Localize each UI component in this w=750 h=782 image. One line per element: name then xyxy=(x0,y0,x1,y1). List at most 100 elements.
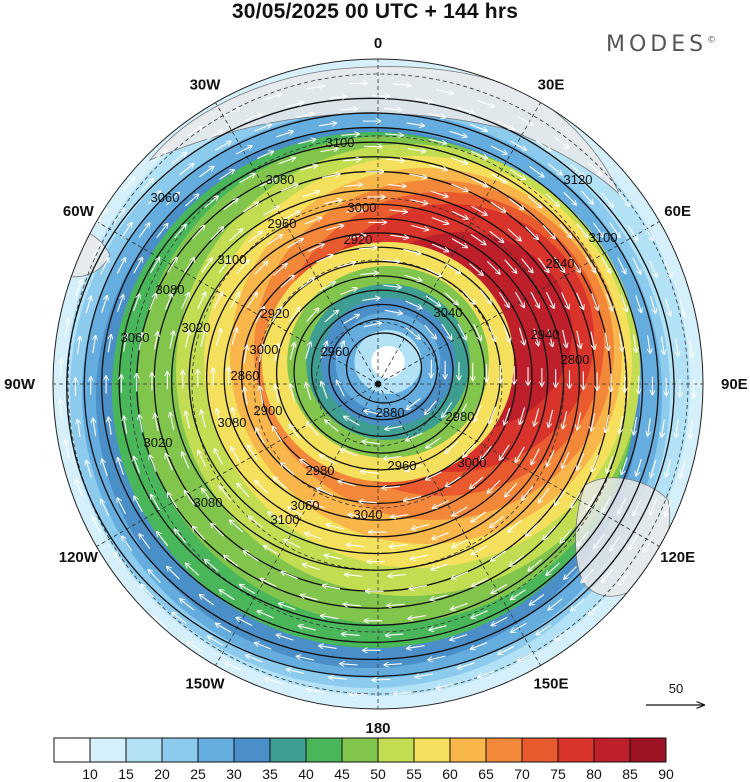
contour-label: 2920 xyxy=(261,306,290,321)
wind-vector xyxy=(384,664,402,665)
contour-label-text: 3020 xyxy=(182,320,211,335)
wind-vector xyxy=(504,407,511,425)
wind-vector xyxy=(174,224,186,239)
height-contour xyxy=(345,332,423,404)
wind-vector xyxy=(451,210,468,219)
wind-vector xyxy=(179,164,194,176)
wind-vector xyxy=(231,447,241,463)
wind-vector xyxy=(429,164,447,170)
wind-vector xyxy=(592,454,599,472)
wind-vector xyxy=(425,400,437,415)
meridian-line xyxy=(377,383,541,666)
longitude-label: 90W xyxy=(4,376,36,393)
wind-vector xyxy=(300,459,315,471)
wind-vector xyxy=(605,293,612,311)
wind-vector xyxy=(628,534,639,550)
wind-vector xyxy=(346,545,365,547)
wind-vector xyxy=(577,531,589,546)
wind-vector xyxy=(386,159,405,161)
wind-vector xyxy=(383,109,402,110)
wind-vector xyxy=(436,683,454,688)
wind-vector xyxy=(382,486,400,488)
wind-vector xyxy=(545,193,559,206)
contour-label: 3000 xyxy=(458,455,487,470)
brand-name: MODES xyxy=(606,32,708,57)
wind-vector xyxy=(123,334,127,352)
wind-vector xyxy=(408,615,426,619)
wind-vector xyxy=(470,476,484,489)
wind-vector xyxy=(499,444,510,460)
wind-vector xyxy=(471,205,488,215)
colorbar-tick-label: 55 xyxy=(406,766,422,782)
contour-label-text: 2960 xyxy=(321,344,350,359)
wind-vector xyxy=(244,345,247,364)
wind-vector xyxy=(328,96,347,98)
wind-vector xyxy=(486,261,500,274)
wind-vector xyxy=(563,411,568,429)
wind-vector xyxy=(531,448,540,465)
wind-vector xyxy=(621,457,628,475)
colorbar-swatch xyxy=(161,737,199,763)
wind-vector xyxy=(432,500,449,508)
wind-vector xyxy=(236,260,249,274)
wind-vector xyxy=(515,446,525,463)
wind-vector xyxy=(305,342,311,360)
wind-vector xyxy=(155,414,159,432)
wind-vector xyxy=(118,458,124,475)
wind-vector xyxy=(451,571,469,579)
wind-vector xyxy=(318,123,337,126)
wind-vector xyxy=(471,511,487,522)
wind-vector xyxy=(536,624,552,635)
wind-vector xyxy=(537,257,549,273)
contour-label: 3040 xyxy=(354,507,383,522)
wind-vector xyxy=(133,456,141,474)
meridian-line xyxy=(96,221,379,385)
wind-vector xyxy=(232,407,238,425)
wind-vector xyxy=(138,333,142,351)
wind-vector xyxy=(591,293,599,310)
contour-label: 3080 xyxy=(156,282,185,297)
wind-vector xyxy=(113,209,125,224)
contour-label: 3120 xyxy=(564,172,593,187)
map-boundary xyxy=(52,58,704,710)
wind-vector xyxy=(341,634,360,635)
wind-vector xyxy=(385,634,404,635)
wind-vector xyxy=(457,662,475,669)
wind-vector xyxy=(488,324,496,342)
wind-vector xyxy=(132,294,139,312)
contour-label: 2940 xyxy=(531,327,560,342)
wind-vector xyxy=(562,329,567,348)
wind-vector xyxy=(346,210,364,212)
wind-vector xyxy=(283,211,300,220)
wind-vector xyxy=(617,257,626,274)
wind-vector xyxy=(511,622,527,632)
contour-label-text: 3000 xyxy=(348,200,377,215)
wind-vector xyxy=(680,460,686,478)
contour-label: 3100 xyxy=(218,252,247,267)
wind-vector xyxy=(307,244,324,253)
wind-vector xyxy=(618,570,631,585)
wind-vector xyxy=(229,229,242,242)
wind-vector xyxy=(547,163,562,175)
wind-vector xyxy=(359,501,377,502)
contour-label-text: 2960 xyxy=(388,458,417,473)
wind-vector xyxy=(546,450,555,466)
wind-vector xyxy=(224,555,239,567)
contour-label-text: 3080 xyxy=(156,282,185,297)
longitude-label: 150W xyxy=(185,676,225,693)
wind-vector xyxy=(644,536,654,552)
colorbar-tick-label: 50 xyxy=(370,766,386,782)
wind-vector xyxy=(45,360,46,378)
wind-vector xyxy=(213,292,222,309)
wind-vector xyxy=(201,410,206,428)
wind-vector xyxy=(489,230,504,242)
wind-vector xyxy=(276,635,294,641)
wind-vector xyxy=(93,335,96,354)
contour-label: 3000 xyxy=(348,200,377,215)
wind-vector xyxy=(427,112,446,117)
wind-vector xyxy=(200,329,205,347)
wind-vector xyxy=(254,124,272,132)
wind-vector xyxy=(236,617,253,627)
wind-vector xyxy=(319,282,336,292)
